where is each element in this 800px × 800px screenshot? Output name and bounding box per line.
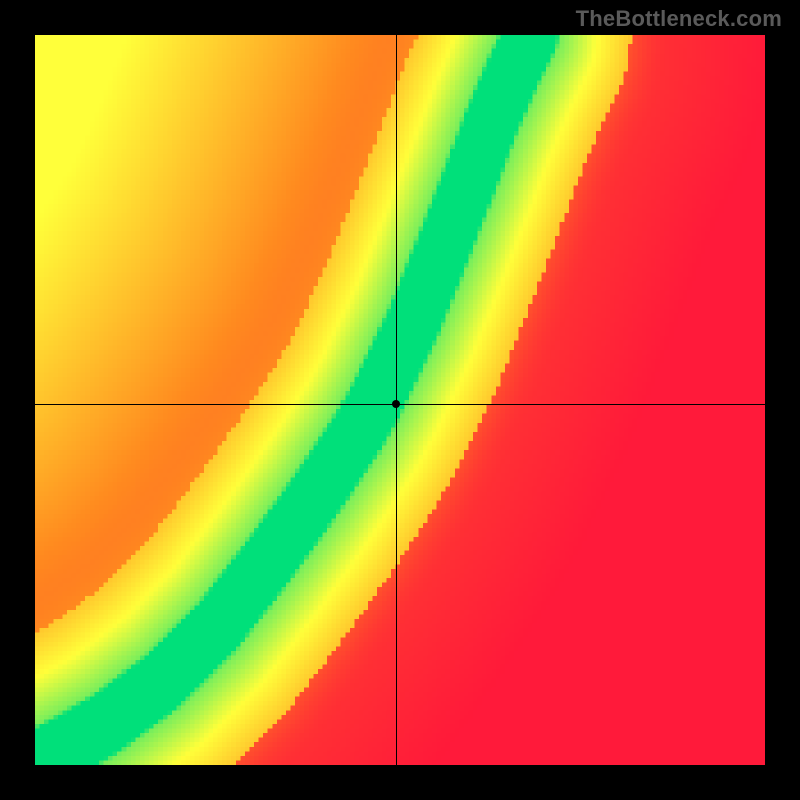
watermark: TheBottleneck.com <box>576 6 782 32</box>
plot-frame <box>35 35 765 765</box>
heatmap-canvas <box>35 35 765 765</box>
crosshair-marker <box>392 400 400 408</box>
